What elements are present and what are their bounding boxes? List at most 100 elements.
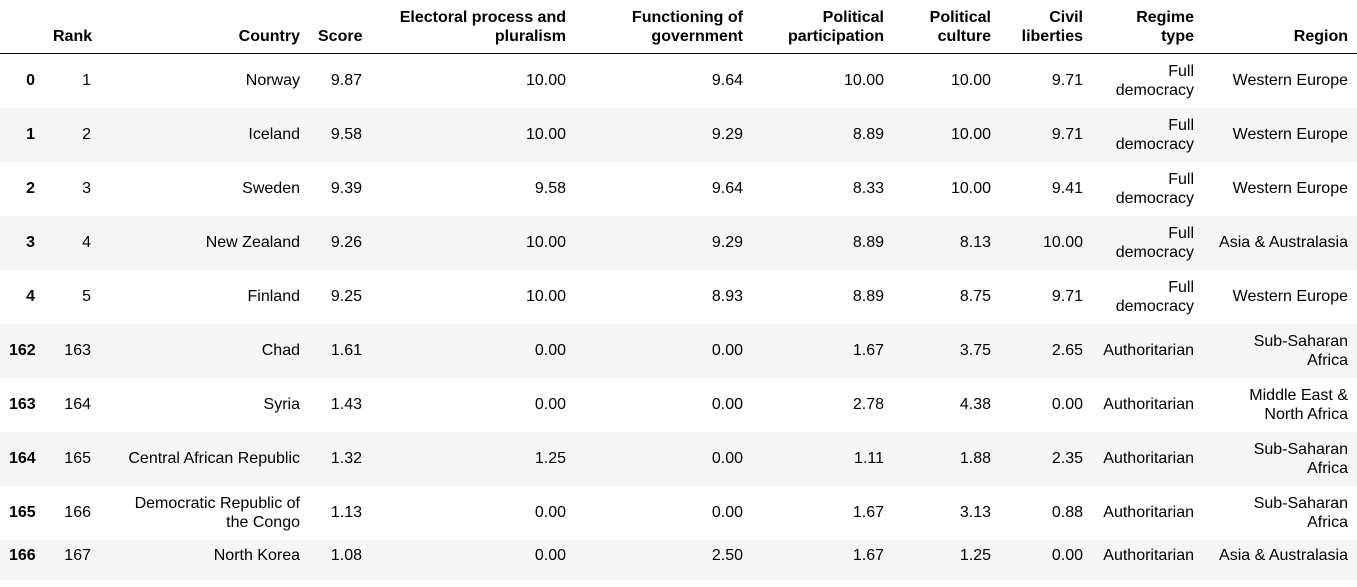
cell-political-culture: 10.00 <box>950 126 991 143</box>
cell-political-culture: 8.13 <box>959 234 991 251</box>
cell-region: Sub-Saharan Africa <box>1253 332 1348 369</box>
cell-functioning-of-government: 9.29 <box>711 126 743 143</box>
table-row: 1 2 Iceland 9.58 10.00 9.29 8.89 10.00 9.71 Full … <box>0 107 1357 162</box>
cell-regime-type: Full democracy <box>1115 116 1194 153</box>
cell-rank: 3 <box>82 180 91 197</box>
column-header-index <box>0 0 44 54</box>
cell-score: 9.87 <box>330 72 362 90</box>
cell-country: Finland <box>247 288 300 305</box>
cell-region: Asia & Australasia <box>1219 234 1348 251</box>
cell-region: Middle East & North Africa <box>1249 386 1348 423</box>
table-header: Rank Country Score Electoral process and… <box>0 0 1357 54</box>
cell-regime-type: Full democracy <box>1115 62 1194 99</box>
table-row: 2 3 Sweden 9.39 9.58 9.64 8.33 10.00 9.41 Full de… <box>0 161 1357 216</box>
cell-civil-liberties: 9.71 <box>1051 288 1083 305</box>
cell-rank: 163 <box>64 342 91 359</box>
cell-political-culture: 10.00 <box>950 72 991 90</box>
cell-political-participation: 10.00 <box>843 72 884 90</box>
cell-rank: 166 <box>64 504 91 521</box>
cell-country: Chad <box>261 342 300 359</box>
cell-index: 163 <box>9 396 36 413</box>
cell-political-participation: 1.11 <box>854 450 884 467</box>
cell-rank: 2 <box>82 126 91 143</box>
cell-index: 164 <box>9 450 36 467</box>
cell-index: 162 <box>9 342 36 359</box>
column-header-functioning-of-government: Functioning of government <box>575 0 752 54</box>
table-row: 0 1 Norway 9.87 10.00 9.64 10.00 10.00 9.71 Full … <box>0 53 1357 108</box>
cell-political-participation: 8.89 <box>852 126 884 143</box>
cell-political-culture: 1.25 <box>959 546 991 564</box>
cell-score: 1.43 <box>330 396 362 413</box>
cell-civil-liberties: 9.71 <box>1051 126 1083 143</box>
cell-country: New Zealand <box>205 234 300 251</box>
cell-regime-type: Full democracy <box>1115 278 1194 315</box>
column-header-civil-liberties: Civil liberties <box>1000 0 1092 54</box>
cell-index: 166 <box>9 546 36 564</box>
cell-regime-type: Authoritarian <box>1103 342 1194 359</box>
cell-electoral-process: 0.00 <box>534 396 566 413</box>
cell-region: Sub-Saharan Africa <box>1253 494 1348 531</box>
cell-country: Sweden <box>242 180 300 197</box>
cell-country: Democratic Republic of the Congo <box>134 494 300 531</box>
table-body: 0 1 Norway 9.87 10.00 9.64 10.00 10.00 9.71 Full … <box>0 53 1357 580</box>
cell-region: Western Europe <box>1232 180 1348 197</box>
cell-rank: 167 <box>64 546 91 564</box>
cell-functioning-of-government: 0.00 <box>711 504 743 521</box>
cell-region: Western Europe <box>1232 126 1348 143</box>
cell-political-participation: 8.33 <box>852 180 884 197</box>
cell-score: 1.13 <box>330 504 362 521</box>
cell-country: Central African Republic <box>128 450 300 467</box>
cell-political-participation: 8.89 <box>852 234 884 251</box>
cell-civil-liberties: 2.65 <box>1051 342 1083 359</box>
table-row: 4 5 Finland 9.25 10.00 8.93 8.89 8.75 9.71 Full d… <box>0 269 1357 324</box>
cell-index: 165 <box>9 504 36 521</box>
cell-region: Western Europe <box>1232 288 1348 305</box>
cell-rank: 164 <box>64 396 91 413</box>
cell-functioning-of-government: 9.29 <box>711 234 743 251</box>
cell-political-participation: 1.67 <box>852 342 884 359</box>
cell-functioning-of-government: 0.00 <box>711 396 743 413</box>
cell-regime-type: Authoritarian <box>1103 504 1194 521</box>
cell-regime-type: Authoritarian <box>1103 396 1194 413</box>
cell-index: 2 <box>26 180 35 197</box>
cell-score: 1.61 <box>330 342 362 359</box>
table-row: 162 163 Chad 1.61 0.00 0.00 1.67 3.75 2.65 Author… <box>0 323 1357 378</box>
cell-region: Western Europe <box>1232 72 1348 90</box>
cell-electoral-process: 1.25 <box>534 450 566 467</box>
cell-electoral-process: 9.58 <box>534 180 566 197</box>
table-row: 163 164 Syria 1.43 0.00 0.00 2.78 4.38 0.00 Autho… <box>0 377 1357 432</box>
cell-electoral-process: 0.00 <box>534 342 566 359</box>
cell-index: 0 <box>26 72 35 90</box>
cell-functioning-of-government: 9.64 <box>711 72 743 90</box>
cell-electoral-process: 10.00 <box>525 288 566 305</box>
column-header-region: Region <box>1203 0 1357 54</box>
column-header-political-culture: Political culture <box>893 0 1000 54</box>
cell-civil-liberties: 10.00 <box>1042 234 1083 251</box>
cell-rank: 165 <box>64 450 91 467</box>
cell-political-culture: 10.00 <box>950 180 991 197</box>
cell-electoral-process: 0.00 <box>534 546 566 564</box>
cell-electoral-process: 0.00 <box>534 504 566 521</box>
table-row: 165 166 Democratic Republic of the Congo 1.… <box>0 485 1357 540</box>
cell-electoral-process: 10.00 <box>525 234 566 251</box>
cell-functioning-of-government: 8.93 <box>711 288 743 305</box>
cell-functioning-of-government: 2.50 <box>711 546 743 564</box>
cell-index: 3 <box>26 234 35 251</box>
cell-functioning-of-government: 9.64 <box>711 180 743 197</box>
column-header-political-participation: Political participation <box>752 0 893 54</box>
cell-score: 9.58 <box>330 126 362 143</box>
cell-rank: 1 <box>82 72 91 90</box>
cell-score: 9.26 <box>330 234 362 251</box>
cell-score: 1.08 <box>330 546 362 564</box>
cell-regime-type: Full democracy <box>1115 224 1194 261</box>
cell-political-culture: 4.38 <box>959 396 991 413</box>
cell-functioning-of-government: 0.00 <box>711 342 743 359</box>
cell-political-participation: 1.67 <box>852 504 884 521</box>
column-header-rank: Rank <box>44 0 100 54</box>
cell-regime-type: Full democracy <box>1115 170 1194 207</box>
cell-civil-liberties: 0.00 <box>1051 396 1083 413</box>
cell-region: Asia & Australasia <box>1219 546 1348 564</box>
cell-electoral-process: 10.00 <box>525 126 566 143</box>
cell-civil-liberties: 9.71 <box>1051 72 1083 90</box>
